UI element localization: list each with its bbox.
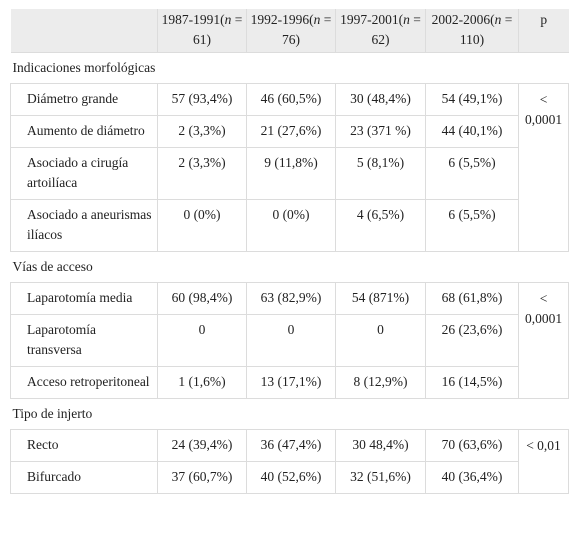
data-table: 1987-1991(n = 61) 1992-1996(n = 76) 1997… [10,9,569,494]
table-row: Aumento de diámetro 2 (3,3%) 21 (27,6%) … [10,115,569,148]
table-cell: 30 48,4%) [335,429,426,462]
header-cell-p-value: p [518,9,569,53]
table-cell: 63 (82,9%) [246,282,336,315]
row-label: Bifurcado [10,461,158,494]
row-label: Asociado a cirugía artoilíaca [10,147,158,200]
table-cell: 5 (8,1%) [335,147,426,200]
table-cell: 60 (98,4%) [157,282,247,315]
section-row-vias: Vías de acceso [10,251,569,283]
section-row-indicaciones: Indicaciones morfológicas [10,52,569,84]
table-cell: 8 (12,9%) [335,366,426,399]
table-row: Bifurcado 37 (60,7%) 40 (52,6%) 32 (51,6… [10,461,569,494]
section-row-tipo-injerto: Tipo de injerto [10,398,569,430]
header-cell-period-3: 1997-2001(n = 62) [335,9,426,53]
table-cell: 46 (60,5%) [246,83,336,116]
table-row: Acceso retroperitoneal 1 (1,6%) 13 (17,1… [10,366,569,399]
table-cell: 9 (11,8%) [246,147,336,200]
header-cell-empty [10,9,158,53]
table-cell: 26 (23,6%) [425,314,519,367]
table-cell: 24 (39,4%) [157,429,247,462]
table-cell: 57 (93,4%) [157,83,247,116]
row-label: Asociado a aneurismas ilíacos [10,199,158,252]
p-value-cell: < 0,0001 [518,83,569,252]
table-cell: 54 (49,1%) [425,83,519,116]
p-value-cell: < 0,01 [518,429,569,494]
table-cell: 0 [246,314,336,367]
table-row: Diámetro grande 57 (93,4%) 46 (60,5%) 30… [10,83,569,252]
row-label: Acceso retroperitoneal [10,366,158,399]
row-label: Aumento de diámetro [10,115,158,148]
table-cell: 6 (5,5%) [425,199,519,252]
table-cell: 21 (27,6%) [246,115,336,148]
row-label: Diámetro grande [10,83,158,116]
table-cell: 54 (871%) [335,282,426,315]
table-cell: 36 (47,4%) [246,429,336,462]
table-cell: 1 (1,6%) [157,366,247,399]
table-cell: 4 (6,5%) [335,199,426,252]
section-title: Tipo de injerto [10,398,569,430]
table-cell: 70 (63,6%) [425,429,519,462]
table-row: Laparotomía transversa 0 0 0 26 (23,6%) [10,314,569,367]
header-cell-period-2: 1992-1996(n = 76) [246,9,336,53]
table-cell: 13 (17,1%) [246,366,336,399]
table-cell: 0 [157,314,247,367]
header-cell-period-4: 2002-2006(n = 110) [425,9,519,53]
table-cell: 16 (14,5%) [425,366,519,399]
table-cell: 40 (36,4%) [425,461,519,494]
header-cell-period-1: 1987-1991(n = 61) [157,9,247,53]
row-label: Laparotomía media [10,282,158,315]
table-cell: 23 (371 %) [335,115,426,148]
header-row: 1987-1991(n = 61) 1992-1996(n = 76) 1997… [10,9,569,53]
table-row: Laparotomía media 60 (98,4%) 63 (82,9%) … [10,282,569,399]
table-cell: 0 [335,314,426,367]
table-cell: 68 (61,8%) [425,282,519,315]
section-title: Vías de acceso [10,251,569,283]
row-label: Laparotomía transversa [10,314,158,367]
row-label: Recto [10,429,158,462]
table-row: Asociado a cirugía artoilíaca 2 (3,3%) 9… [10,147,569,200]
table-row: Asociado a aneurismas ilíacos 0 (0%) 0 (… [10,199,569,252]
table-cell: 6 (5,5%) [425,147,519,200]
section-title: Indicaciones morfológicas [10,52,569,84]
table-row: Recto 24 (39,4%) 36 (47,4%) 30 48,4%) 70… [10,429,569,494]
table-cell: 37 (60,7%) [157,461,247,494]
table-cell: 40 (52,6%) [246,461,336,494]
table-cell: 44 (40,1%) [425,115,519,148]
table-cell: 0 (0%) [157,199,247,252]
table-cell: 30 (48,4%) [335,83,426,116]
p-value-cell: < 0,0001 [518,282,569,399]
table-cell: 32 (51,6%) [335,461,426,494]
table-cell: 2 (3,3%) [157,115,247,148]
table-cell: 0 (0%) [246,199,336,252]
table-cell: 2 (3,3%) [157,147,247,200]
